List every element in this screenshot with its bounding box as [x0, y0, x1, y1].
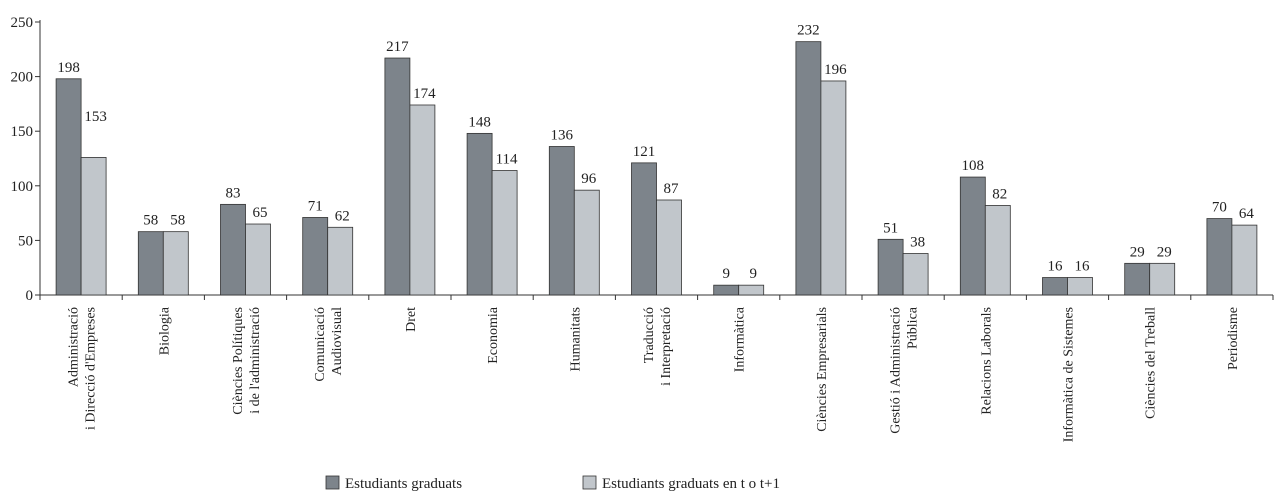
- bar-series2-9: [820, 80, 847, 296]
- data-label-series2-9: 196: [824, 62, 847, 78]
- data-label-series2-13: 29: [1157, 244, 1172, 260]
- category-label-9: Ciències Empresarials: [815, 307, 830, 432]
- bar-series2-8: [738, 284, 765, 296]
- category-label-0: Administració i Direcció d'Empreses: [67, 307, 99, 430]
- data-label-series2-8: 9: [749, 266, 757, 282]
- legend-swatch-estudiants-graduats: [325, 475, 340, 490]
- category-label-7: Traducció i Interpretació: [642, 307, 674, 386]
- data-label-series1-1: 58: [143, 213, 158, 229]
- data-label-series1-3: 71: [308, 198, 323, 214]
- category-label-12: Informàtica de Sistemes: [1062, 307, 1077, 442]
- category-label-6: Humanitats: [568, 307, 583, 372]
- data-label-series2-4: 174: [413, 86, 436, 102]
- category-label-14: Periodisme: [1226, 307, 1241, 370]
- y-tick-label-0: 0: [26, 288, 34, 304]
- y-tick-label-150: 150: [11, 124, 34, 140]
- data-label-series2-14: 64: [1239, 206, 1255, 222]
- bar-series1-13: [1124, 262, 1151, 296]
- bar-series2-4: [409, 104, 436, 296]
- bar-series1-7: [631, 162, 657, 296]
- data-label-series1-13: 29: [1130, 244, 1145, 260]
- legend: Estudiants graduats Estudiants graduats …: [325, 475, 780, 492]
- y-tick-label-100: 100: [11, 179, 34, 195]
- x-axis: [39, 294, 1274, 300]
- bar-series2-13: [1149, 262, 1176, 296]
- data-label-series2-3: 62: [335, 208, 350, 224]
- data-label-series2-12: 16: [1075, 259, 1091, 275]
- category-label-3: Comunicació Audiovisual: [313, 307, 345, 382]
- data-label-series1-14: 70: [1212, 200, 1227, 216]
- bar-series1-10: [877, 238, 904, 296]
- bars: [55, 41, 1258, 296]
- category-label-10: Gestió i Administració Pública: [889, 306, 921, 434]
- bar-series1-0: [55, 78, 82, 296]
- bar-series2-5: [491, 170, 518, 296]
- legend-label-estudiants-graduats: Estudiants graduats: [345, 476, 462, 492]
- data-label-series1-10: 51: [883, 220, 898, 236]
- data-label-series2-6: 96: [581, 171, 597, 187]
- bar-series1-5: [466, 132, 493, 296]
- bar-series1-9: [795, 41, 822, 296]
- legend-swatch-estudiants-graduats-en-t-o-t1: [582, 475, 597, 490]
- y-tick-label-200: 200: [11, 70, 34, 86]
- data-label-series1-11: 108: [962, 158, 985, 174]
- bar-series2-2: [245, 223, 271, 296]
- category-label-4: Dret: [404, 307, 419, 332]
- category-label-2: Ciències Polítiques i de l'administració: [231, 307, 263, 415]
- data-label-series1-6: 136: [551, 127, 574, 143]
- data-label-series2-10: 38: [910, 235, 925, 251]
- data-label-series2-1: 58: [170, 213, 185, 229]
- bar-series2-0: [80, 157, 107, 296]
- bar-series2-7: [656, 199, 682, 296]
- category-label-13: Ciències del Treball: [1144, 307, 1159, 419]
- data-label-series2-2: 65: [253, 205, 268, 221]
- bar-series1-14: [1206, 218, 1233, 296]
- bar-series2-1: [162, 231, 189, 296]
- data-label-series1-2: 83: [226, 185, 241, 201]
- data-label-series2-7: 87: [664, 181, 680, 197]
- y-axis: 0 50 100 150 200 250: [11, 15, 41, 304]
- bar-series2-11: [984, 205, 1011, 296]
- y-tick-label-50: 50: [18, 233, 33, 249]
- data-label-series1-12: 16: [1048, 259, 1064, 275]
- data-label-series2-5: 114: [496, 152, 518, 168]
- data-labels: 198 153 58 58 83 65 71 62 217 174 148 114 136 96 121 87…: [57, 23, 1254, 283]
- bar-series1-8: [713, 284, 740, 296]
- bar-series2-3: [327, 226, 354, 296]
- bar-series1-11: [959, 176, 986, 296]
- category-label-8: Informàtica: [733, 306, 748, 372]
- bar-series1-2: [220, 203, 246, 296]
- data-label-series1-0: 198: [57, 60, 80, 76]
- y-tick-label-250: 250: [11, 15, 34, 31]
- category-label-11: Relacions Laborals: [979, 307, 994, 415]
- data-label-series1-8: 9: [722, 266, 730, 282]
- data-label-series1-7: 121: [633, 144, 656, 160]
- data-label-series1-4: 217: [386, 39, 409, 55]
- data-label-series2-11: 82: [992, 186, 1007, 202]
- bar-series2-14: [1231, 224, 1258, 296]
- data-label-series1-9: 232: [797, 23, 820, 39]
- bar-series2-10: [902, 253, 929, 296]
- category-label-1: Biologia: [157, 306, 172, 355]
- data-label-series1-5: 148: [468, 114, 491, 130]
- bar-series2-12: [1067, 277, 1093, 296]
- bar-series1-3: [302, 217, 329, 296]
- bar-series1-4: [384, 57, 411, 296]
- category-labels: Administració i Direcció d'Empreses Biolog…: [67, 306, 1241, 442]
- legend-label-estudiants-graduats-en-t-o-t1: Estudiants graduats en t o t+1: [602, 476, 780, 492]
- category-label-5: Economia: [486, 306, 501, 364]
- bar-series2-6: [573, 189, 600, 296]
- bar-series1-6: [548, 146, 575, 296]
- data-label-series2-0: 153: [84, 109, 107, 125]
- bar-series1-1: [137, 231, 164, 296]
- bar-series1-12: [1042, 277, 1068, 296]
